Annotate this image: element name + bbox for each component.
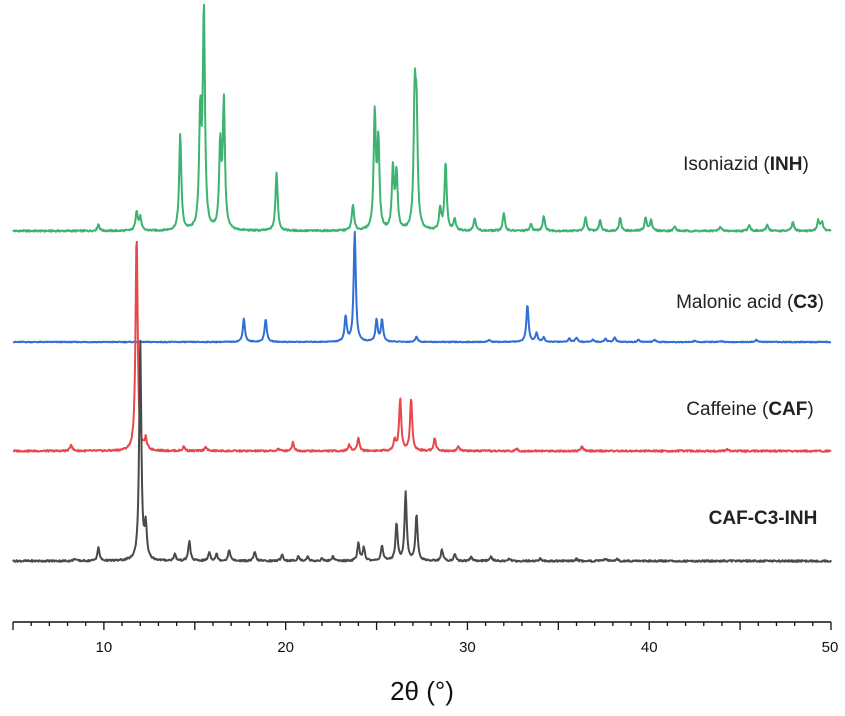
series-line-3 [12, 339, 832, 563]
x-tick-label-20: 20 [277, 639, 294, 656]
series-label-2: Caffeine (CAF) [686, 399, 813, 420]
series-label-1: Malonic acid (C3) [676, 292, 824, 313]
series-line-2 [12, 240, 832, 453]
x-axis: 10 20 30 40 50 2θ (°) [12, 621, 839, 706]
series-label-2-part-0: Caffeine ( [686, 399, 769, 420]
series-label-0-part-0: Isoniazid ( [683, 154, 770, 175]
series-label-2-part-2: ) [807, 399, 813, 420]
x-tick-label-10: 10 [96, 639, 113, 656]
series-label-1-part-2: ) [818, 292, 824, 313]
series-label-3: CAF-C3-INH [709, 508, 818, 529]
series-line-1 [12, 230, 832, 344]
x-axis-ticks: 10 20 30 40 50 [12, 622, 839, 656]
series-label-1-part-0: Malonic acid ( [676, 292, 794, 313]
series-labels: Isoniazid (INH)Malonic acid (C3)Caffeine… [676, 154, 824, 529]
series-layer [12, 3, 832, 563]
series-label-0-part-2: ) [803, 154, 809, 175]
x-tick-label-40: 40 [641, 639, 658, 656]
series-label-2-part-1: CAF [768, 399, 807, 420]
series-label-1-part-1: C3 [793, 292, 817, 313]
series-label-3-part-0: CAF-C3-INH [709, 508, 818, 529]
series-label-0: Isoniazid (INH) [683, 154, 809, 175]
series-line-0 [12, 3, 832, 233]
x-tick-label-30: 30 [459, 639, 476, 656]
x-tick-label-50: 50 [822, 639, 839, 656]
series-label-0-part-1: INH [770, 154, 803, 175]
x-axis-title: 2θ (°) [390, 676, 454, 706]
